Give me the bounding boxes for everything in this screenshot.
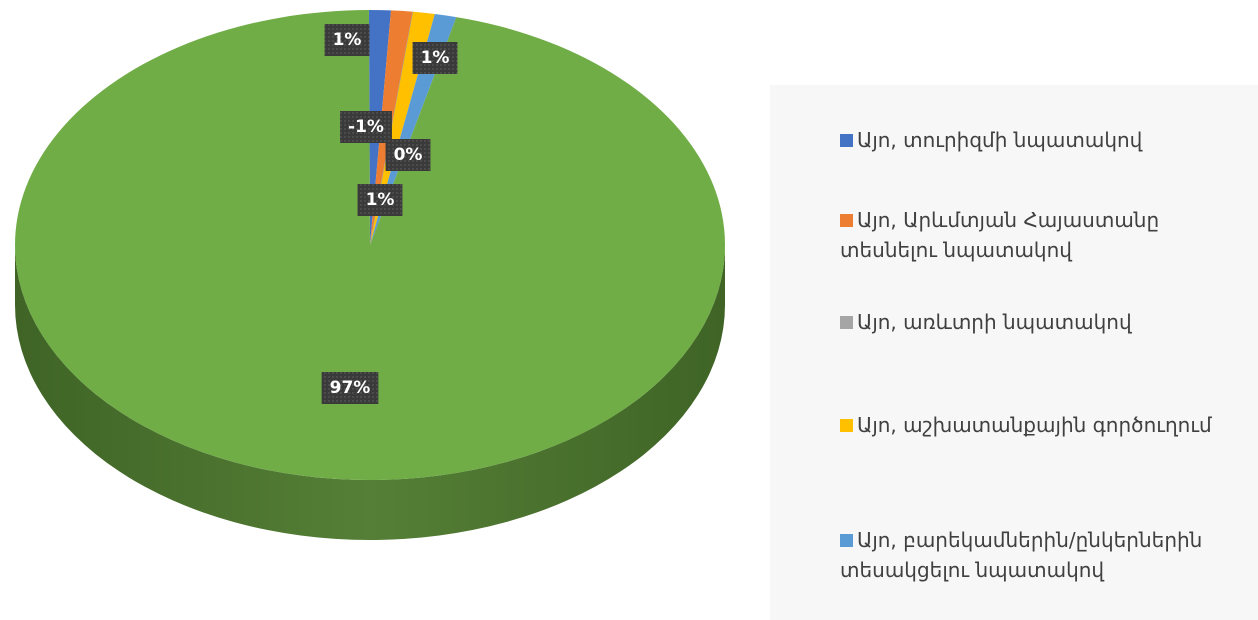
- legend-item: Այո, աշխատանքային գործուղում: [840, 410, 1250, 440]
- data-label-box: [385, 139, 431, 171]
- legend-swatch: [840, 534, 853, 547]
- pie-area: 1% -1% 0% 1% 1% 97%: [14, 9, 725, 540]
- legend-label: Այո, Արևմտյան Հայաստանը տեսնելու նպատակո…: [840, 208, 1160, 262]
- legend-label: Այո, աշխատանքային գործուղում: [857, 413, 1212, 437]
- data-label: 1%: [333, 30, 362, 50]
- data-label: 1%: [366, 190, 395, 210]
- legend-swatch: [840, 316, 853, 329]
- legend-item: Այո, Արևմտյան Հայաստանը տեսնելու նպատակո…: [840, 205, 1250, 265]
- legend-item: Այո, առևտրի նպատակով: [840, 307, 1250, 337]
- legend-item: Այո, բարեկամներին/ընկերներին տեսակցելու …: [840, 525, 1250, 585]
- data-label-box: [412, 42, 458, 74]
- legend-label: Այո, առևտրի նպատակով: [857, 310, 1132, 334]
- legend-swatch: [840, 419, 853, 432]
- legend-panel: [770, 85, 1258, 620]
- legend-label: Այո, բարեկամներին/ընկերներին տեսակցելու …: [840, 528, 1203, 582]
- pie-side: [15, 245, 725, 540]
- pie-slice: [14, 10, 725, 480]
- data-label-box: [321, 372, 379, 404]
- data-label-box: [340, 111, 392, 143]
- data-label: 97%: [330, 378, 371, 398]
- legend-swatch: [840, 134, 853, 147]
- data-label: -1%: [348, 117, 384, 137]
- legend-label: Այո, տուրիզմի նպատակով: [857, 128, 1143, 152]
- data-label: 0%: [394, 145, 423, 165]
- data-label: 1%: [421, 48, 450, 68]
- data-label-box: [324, 24, 370, 56]
- legend-swatch: [840, 214, 853, 227]
- legend-item: Այո, տուրիզմի նպատակով: [840, 125, 1250, 155]
- data-label-box: [357, 184, 403, 216]
